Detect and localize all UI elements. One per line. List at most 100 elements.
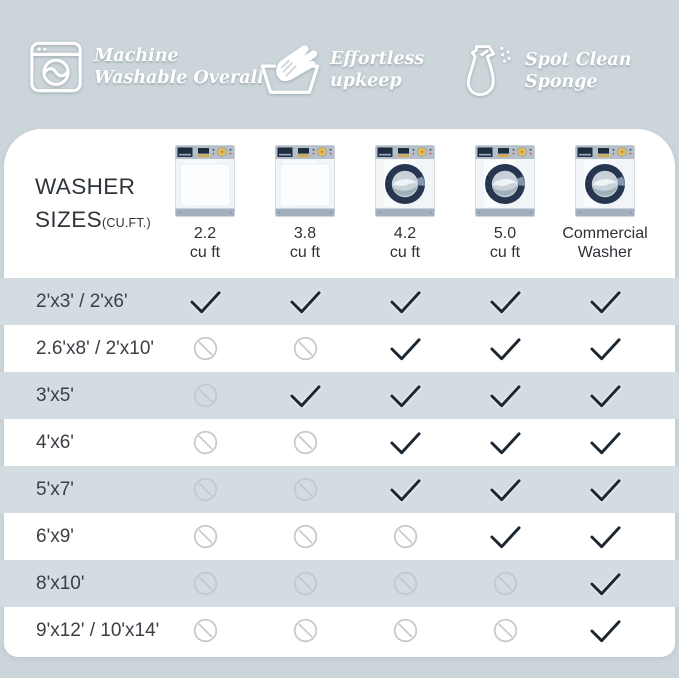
cell-check [355,477,455,503]
washer-size-unit: cu ft [289,243,321,261]
washer-column-headers: 2.2 cu ft 3.8 cu ft 4.2 cu ft 5.0 cu ft Commerci… [155,144,655,262]
cell-check [555,430,655,456]
feature-hand-wash: Effortless upkeep [259,40,424,100]
washer-column-3-8: 3.8 cu ft [255,144,355,262]
compatibility-table: 2'x3' / 2'x6' 2.6'x8' / 2'x10' 3'x5' 4'x6' 5… [0,278,679,654]
table-row: 6'x9' [0,513,679,560]
rug-size-label: 2.6'x8' / 2'x10' [36,337,155,359]
top-loader-washer-image [175,145,235,217]
not-suitable-icon [193,430,217,455]
cell-check [555,571,655,597]
not-suitable-icon [193,571,217,596]
cell-not-suitable [255,617,355,644]
washer-column-2-2: 2.2 cu ft [155,144,255,262]
cell-check [455,477,555,503]
not-suitable-icon [193,524,217,549]
cell-not-suitable [355,570,455,597]
check-icon [189,290,221,313]
front-loader-washer-image [575,145,635,217]
washer-column-label: 3.8 cu ft [290,225,320,262]
washer-sizes-title: WASHER SIZES(CU.FT.) [35,171,151,236]
feature-label-line2: Sponge [525,72,598,92]
cell-not-suitable [455,570,555,597]
check-icon [589,572,621,595]
not-suitable-icon [293,571,317,596]
cell-not-suitable [255,523,355,550]
hand-wash-icon [260,45,320,94]
cell-not-suitable [255,429,355,456]
not-suitable-icon [193,477,217,502]
check-icon [289,290,321,313]
feature-spray-bottle: Spot Clean Sponge [464,42,632,100]
feature-label-line1: Spot Clean [525,49,632,70]
rug-size-label: 4'x6' [36,431,74,453]
washing-machine-icon [30,41,82,93]
check-icon [589,384,621,407]
feature-label-line1: Effortless [330,48,425,69]
check-icon [589,290,621,313]
washer-column-5-0: 5.0 cu ft [455,144,555,262]
not-suitable-icon [393,524,417,549]
rug-size-label: 8'x10' [36,572,85,594]
cell-not-suitable [355,523,455,550]
table-row: 3'x5' [0,372,679,419]
table-row: 2.6'x8' / 2'x10' [0,325,679,372]
not-suitable-icon [293,336,317,361]
cell-check [255,289,355,315]
cell-check [455,336,555,362]
check-icon [489,290,521,313]
feature-label-line2: upkeep [330,71,402,91]
check-icon [489,478,521,501]
washer-size-value: 5.0 [493,225,517,242]
not-suitable-icon [393,618,417,643]
check-icon [489,525,521,548]
washer-column-commercial: Commercial Washer [555,144,655,262]
check-icon [589,431,621,454]
not-suitable-icon [193,336,217,361]
cell-check [455,524,555,550]
cell-not-suitable [255,335,355,362]
not-suitable-icon [393,571,417,596]
cell-check [355,289,455,315]
rug-size-label: 9'x12' / 10'x14' [36,619,160,641]
cell-not-suitable [255,476,355,503]
cell-check [555,336,655,362]
table-row: 9'x12' / 10'x14' [0,607,679,654]
feature-washing-machine: Machine Washable Overall [27,38,264,96]
table-row: 2'x3' / 2'x6' [0,278,679,325]
cell-check [555,618,655,644]
washer-column-label: 4.2 cu ft [390,225,420,262]
check-icon [589,337,621,360]
cell-check [555,524,655,550]
check-icon [389,384,421,407]
cell-check [355,430,455,456]
cell-check [355,336,455,362]
cell-not-suitable [355,617,455,644]
cell-check [455,430,555,456]
cell-check [555,477,655,503]
cell-check [155,289,255,315]
spray-bottle-icon [466,45,511,97]
not-suitable-icon [493,571,517,596]
check-icon [289,384,321,407]
cell-check [355,383,455,409]
cell-check [455,289,555,315]
washer-size-value: 3.8 [293,225,317,242]
cell-not-suitable [255,570,355,597]
check-icon [389,337,421,360]
not-suitable-icon [293,477,317,502]
table-row: 5'x7' [0,466,679,513]
rug-size-label: 3'x5' [36,384,74,406]
check-icon [389,290,421,313]
cell-not-suitable [155,617,255,644]
feature-label-line1: Machine [94,45,179,66]
title-suffix: (CU.FT.) [102,215,151,230]
rug-size-label: 5'x7' [36,478,74,500]
cell-not-suitable [155,523,255,550]
cell-check [255,383,355,409]
check-icon [489,337,521,360]
not-suitable-icon [193,383,217,408]
check-icon [389,431,421,454]
not-suitable-icon [493,618,517,643]
